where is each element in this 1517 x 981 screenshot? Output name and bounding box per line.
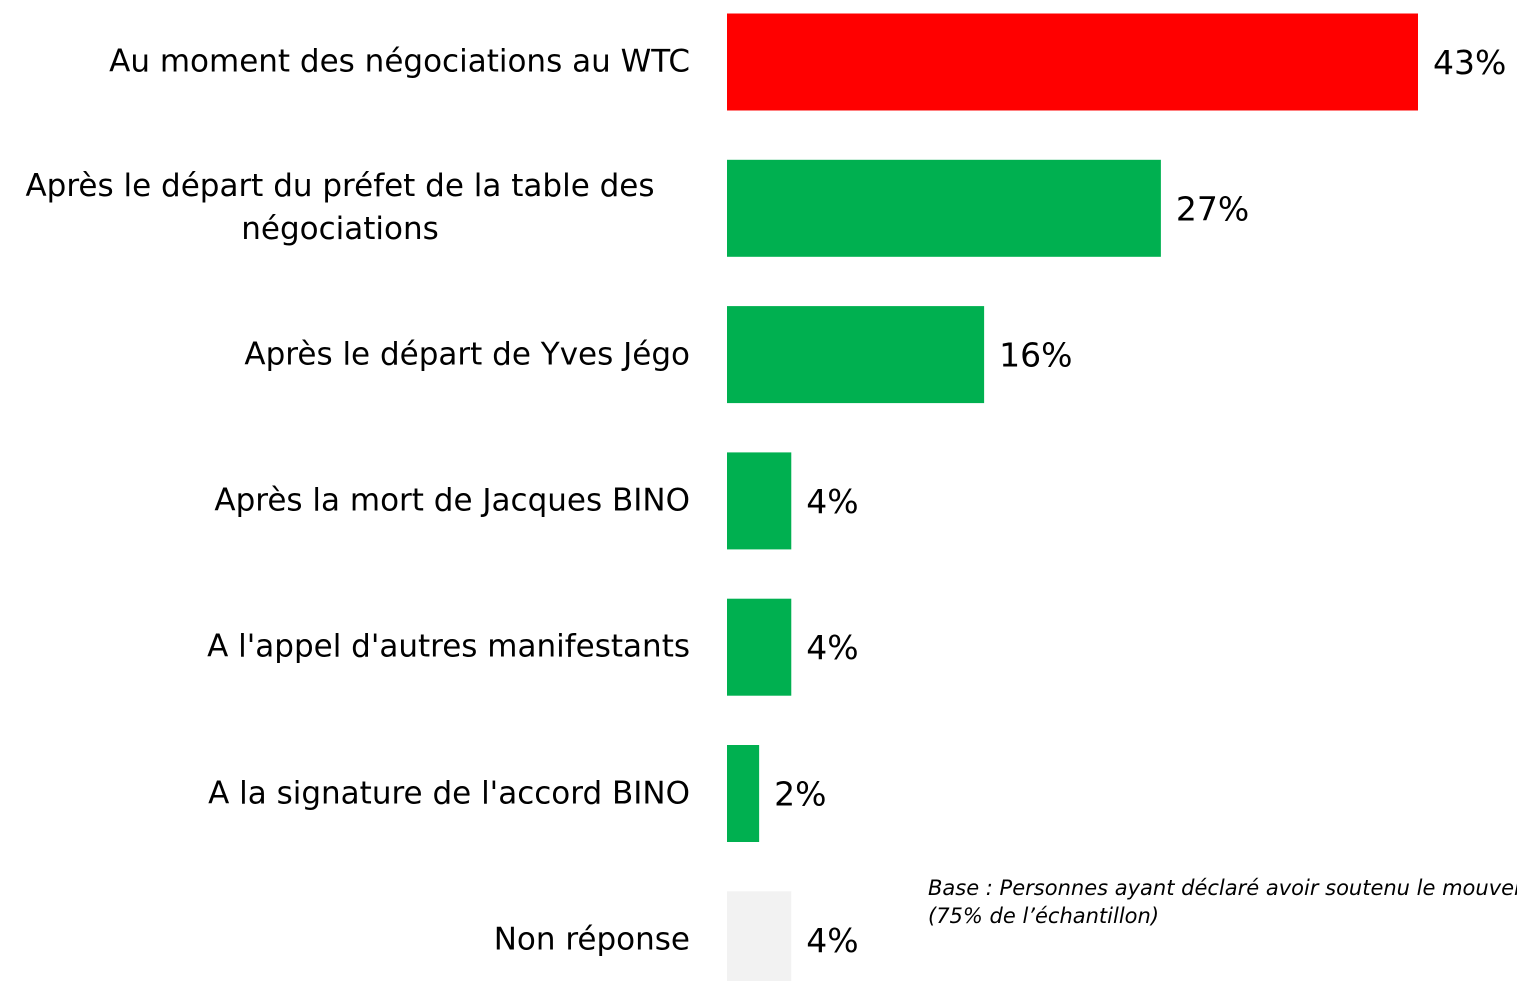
category-label: A l'appel d'autres manifestants <box>207 628 690 665</box>
bar <box>727 13 1418 111</box>
value-label: 2% <box>774 775 826 814</box>
annotation: (75% de l’échantillon) <box>928 904 1159 928</box>
bar <box>727 745 760 842</box>
category-label: Après le départ de Yves Jégo <box>244 336 690 373</box>
bar <box>727 598 792 696</box>
value-label: 16% <box>999 336 1072 375</box>
value-label: 43% <box>1433 43 1506 82</box>
value-label: 27% <box>1176 189 1249 228</box>
value-label: 4% <box>806 628 858 667</box>
value-label: 4% <box>806 482 858 521</box>
bar <box>727 891 792 981</box>
bar <box>727 452 792 550</box>
bar <box>727 306 985 404</box>
category-label: Après la mort de Jacques BINO <box>214 482 690 519</box>
bar <box>727 159 1161 257</box>
annotation: Base : Personnes ayant déclaré avoir sou… <box>928 876 1517 900</box>
category-label: Après le départ du préfet de la table de… <box>25 168 655 248</box>
category-label: Non réponse <box>493 921 690 958</box>
category-label: Au moment des négociations au WTC <box>109 43 690 80</box>
category-label: A la signature de l'accord BINO <box>208 775 690 811</box>
value-label: 4% <box>806 921 858 960</box>
